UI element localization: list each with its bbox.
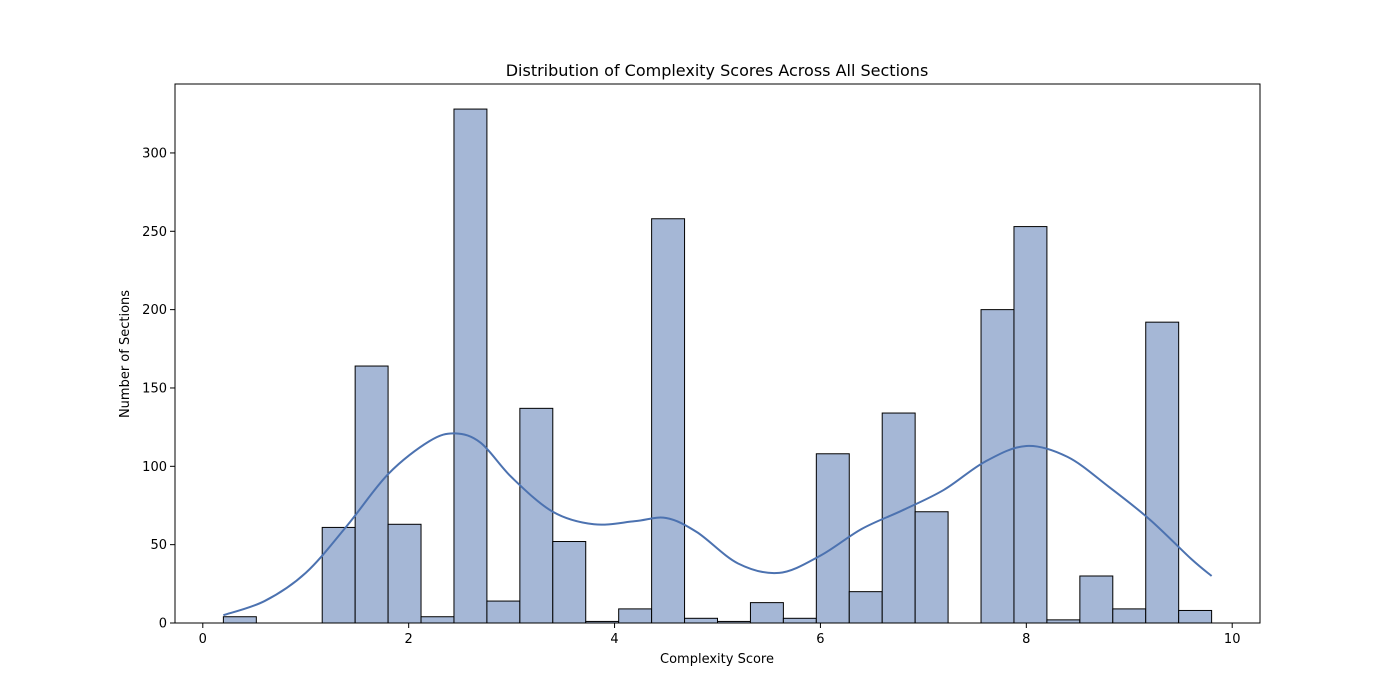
histogram-bar-0 bbox=[222, 616, 257, 624]
histogram-bar-16 bbox=[749, 602, 784, 624]
histogram-bar-29 bbox=[1178, 609, 1213, 624]
histogram-bar-28 bbox=[1145, 321, 1180, 624]
histogram-bar-3 bbox=[321, 526, 356, 624]
y-tick-label: 200 bbox=[142, 303, 167, 318]
y-tick-label: 0 bbox=[159, 617, 167, 632]
chart-title: Distribution of Complexity Scores Across… bbox=[506, 61, 929, 80]
histogram-bar-18 bbox=[815, 453, 850, 624]
y-tick-label: 50 bbox=[150, 538, 167, 553]
histogram-bar-13 bbox=[651, 218, 686, 624]
histogram-bar-17 bbox=[782, 617, 817, 624]
x-tick-label: 6 bbox=[816, 632, 824, 647]
y-tick-label: 250 bbox=[142, 225, 167, 240]
histogram-bar-6 bbox=[420, 616, 455, 624]
x-tick-label: 10 bbox=[1224, 632, 1241, 647]
histogram-bar-21 bbox=[914, 511, 949, 624]
y-tick-label: 300 bbox=[142, 146, 167, 161]
x-tick-label: 4 bbox=[610, 632, 618, 647]
histogram-bar-20 bbox=[881, 412, 916, 624]
y-axis: 0 50 100 150 200 250 300 bbox=[142, 146, 175, 632]
x-tick-label: 8 bbox=[1022, 632, 1030, 647]
y-tick-label: 150 bbox=[142, 381, 167, 396]
histogram-bar-14 bbox=[684, 617, 719, 624]
plot-frame bbox=[174, 83, 1261, 624]
histogram-bar-7 bbox=[453, 108, 488, 624]
kde-line bbox=[223, 432, 1213, 617]
histogram-bar-24 bbox=[1013, 226, 1048, 624]
histogram-bar-9 bbox=[519, 407, 554, 624]
y-tick-label: 100 bbox=[142, 460, 167, 475]
bars-group bbox=[222, 108, 1213, 624]
histogram-bar-8 bbox=[486, 600, 521, 624]
x-axis: 0 2 4 6 8 10 bbox=[199, 623, 1241, 647]
histogram-bar-26 bbox=[1079, 575, 1114, 624]
histogram-bar-19 bbox=[848, 591, 883, 624]
histogram-bar-23 bbox=[980, 309, 1015, 624]
histogram-bar-10 bbox=[552, 541, 587, 624]
histogram-bar-5 bbox=[387, 523, 422, 624]
histogram-bar-12 bbox=[618, 608, 653, 624]
x-tick-label: 2 bbox=[405, 632, 413, 647]
histogram-bar-27 bbox=[1112, 608, 1147, 624]
x-tick-label: 0 bbox=[199, 632, 207, 647]
x-axis-label: Complexity Score bbox=[660, 652, 774, 667]
y-axis-label: Number of Sections bbox=[118, 290, 133, 418]
